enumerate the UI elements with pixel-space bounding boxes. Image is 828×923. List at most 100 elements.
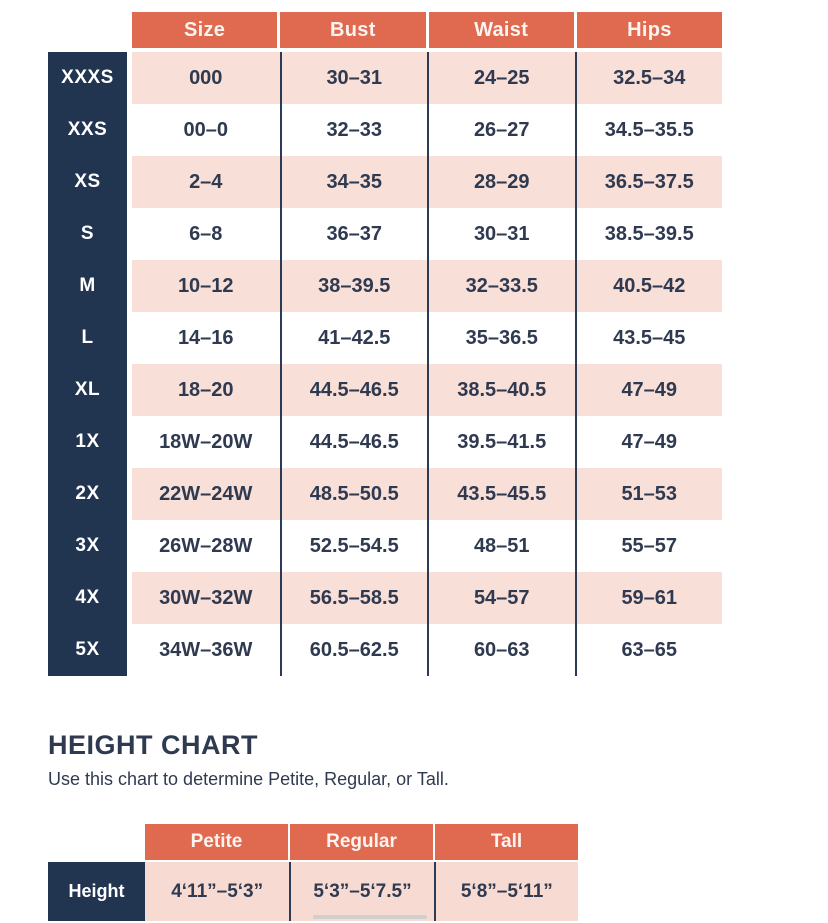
waist-value-cell: 60–63 (427, 624, 575, 676)
bust-value-cell: 36–37 (279, 208, 428, 260)
row-cells: 00–0 32–33 26–27 34.5–35.5 (132, 104, 722, 156)
size-chart-header-row: Size Bust Waist Hips (132, 12, 722, 48)
waist-value-cell: 35–36.5 (427, 312, 575, 364)
size-table-row: 3X 26W–28W 52.5–54.5 48–51 55–57 (48, 520, 722, 572)
hips-value-cell: 34.5–35.5 (574, 104, 723, 156)
column-header-tall: Tall (435, 824, 578, 860)
row-cells: 18–20 44.5–46.5 38.5–40.5 47–49 (132, 364, 722, 416)
height-chart-header-row: Petite Regular Tall (145, 824, 578, 860)
row-label-4x: 4X (48, 572, 127, 624)
column-header-size: Size (132, 12, 278, 48)
size-table-row: L 14–16 41–42.5 35–36.5 43.5–45 (48, 312, 722, 364)
hips-value-cell: 47–49 (574, 364, 723, 416)
waist-value-cell: 28–29 (427, 156, 575, 208)
waist-value-cell: 26–27 (427, 104, 575, 156)
size-table-row: XL 18–20 44.5–46.5 38.5–40.5 47–49 (48, 364, 722, 416)
horizontal-scrollbar-thumb[interactable] (313, 915, 427, 919)
height-chart-title: HEIGHT CHART (48, 730, 258, 760)
size-table-row: 5X 34W–36W 60.5–62.5 60–63 63–65 (48, 624, 722, 676)
size-table-row: 4X 30W–32W 56.5–58.5 54–57 59–61 (48, 572, 722, 624)
hips-value-cell: 38.5–39.5 (574, 208, 723, 260)
hips-value-cell: 40.5–42 (574, 260, 723, 312)
size-value-cell: 6–8 (189, 222, 223, 245)
size-value-cell: 18–20 (177, 378, 234, 401)
row-label-3x: 3X (48, 520, 127, 572)
hips-value-cell: 36.5–37.5 (574, 156, 723, 208)
size-table-row: 2X 22W–24W 48.5–50.5 43.5–45.5 51–53 (48, 468, 722, 520)
row-label-xxxs: XXXS (48, 52, 127, 104)
bust-value-cell: 44.5–46.5 (279, 364, 428, 416)
size-value-cell: 30W–32W (159, 586, 253, 609)
hips-value-cell: 63–65 (574, 624, 723, 676)
row-label-xs: XS (48, 156, 127, 208)
bust-value-cell: 41–42.5 (279, 312, 428, 364)
size-chart-body: XXXS 000 30–31 24–25 32.5–34 XXS 00–0 32–33 26–2… (48, 52, 722, 676)
size-value-cell: 10–12 (177, 274, 234, 297)
size-value-cell: 26W–28W (159, 534, 253, 557)
row-cells: 18W–20W 44.5–46.5 39.5–41.5 47–49 (132, 416, 722, 468)
waist-value-cell: 32–33.5 (427, 260, 575, 312)
row-cells: 2–4 34–35 28–29 36.5–37.5 (132, 156, 722, 208)
row-cells: 000 30–31 24–25 32.5–34 (132, 52, 722, 104)
bust-value-cell: 56.5–58.5 (279, 572, 428, 624)
regular-value-cell: 5‘3”–5‘7.5” (289, 862, 433, 921)
hips-value-cell: 43.5–45 (574, 312, 723, 364)
size-value-cell: 14–16 (177, 326, 234, 349)
bust-value-cell: 52.5–54.5 (279, 520, 428, 572)
column-header-petite: Petite (145, 824, 288, 860)
petite-value-cell: 4‘11”–5‘3” (171, 880, 264, 902)
height-chart-section: HEIGHT CHART Use this chart to determine… (48, 730, 578, 921)
size-value-cell: 000 (189, 66, 223, 89)
bust-value-cell: 32–33 (279, 104, 428, 156)
waist-value-cell: 24–25 (427, 52, 575, 104)
bust-value-cell: 38–39.5 (279, 260, 428, 312)
bust-value-cell: 34–35 (279, 156, 428, 208)
hips-value-cell: 55–57 (574, 520, 723, 572)
bust-value-cell: 44.5–46.5 (279, 416, 428, 468)
size-value-cell: 22W–24W (159, 482, 253, 505)
row-label-xxs: XXS (48, 104, 127, 156)
hips-value-cell: 47–49 (574, 416, 723, 468)
row-cells: 34W–36W 60.5–62.5 60–63 63–65 (132, 624, 722, 676)
bust-value-cell: 60.5–62.5 (279, 624, 428, 676)
waist-value-cell: 39.5–41.5 (427, 416, 575, 468)
waist-value-cell: 43.5–45.5 (427, 468, 575, 520)
height-chart-subtitle: Use this chart to determine Petite, Regu… (48, 769, 449, 789)
size-table-row: S 6–8 36–37 30–31 38.5–39.5 (48, 208, 722, 260)
hips-value-cell: 59–61 (574, 572, 723, 624)
size-value-cell: 00–0 (183, 118, 229, 141)
size-table-row: XS 2–4 34–35 28–29 36.5–37.5 (48, 156, 722, 208)
height-chart-table: Petite Regular Tall Height 4‘11”–5‘3” 5‘… (48, 824, 578, 921)
row-cells: 14–16 41–42.5 35–36.5 43.5–45 (132, 312, 722, 364)
row-cells: 30W–32W 56.5–58.5 54–57 59–61 (132, 572, 722, 624)
height-row-cells: 4‘11”–5‘3” 5‘3”–5‘7.5” 5‘8”–5‘11” (145, 862, 578, 921)
row-label-s: S (48, 208, 127, 260)
waist-value-cell: 38.5–40.5 (427, 364, 575, 416)
waist-value-cell: 54–57 (427, 572, 575, 624)
hips-value-cell: 32.5–34 (574, 52, 723, 104)
size-value-cell: 34W–36W (159, 638, 253, 661)
size-table-row: XXS 00–0 32–33 26–27 34.5–35.5 (48, 104, 722, 156)
size-value-cell: 18W–20W (159, 430, 253, 453)
bust-value-cell: 30–31 (279, 52, 428, 104)
row-cells: 26W–28W 52.5–54.5 48–51 55–57 (132, 520, 722, 572)
row-cells: 22W–24W 48.5–50.5 43.5–45.5 51–53 (132, 468, 722, 520)
row-label-5x: 5X (48, 624, 127, 676)
waist-value-cell: 48–51 (427, 520, 575, 572)
bust-value-cell: 48.5–50.5 (279, 468, 428, 520)
size-table-row: 1X 18W–20W 44.5–46.5 39.5–41.5 47–49 (48, 416, 722, 468)
height-chart-row: Height 4‘11”–5‘3” 5‘3”–5‘7.5” 5‘8”–5‘11” (48, 862, 578, 921)
hips-value-cell: 51–53 (574, 468, 723, 520)
size-table-row: M 10–12 38–39.5 32–33.5 40.5–42 (48, 260, 722, 312)
column-header-waist: Waist (428, 12, 574, 48)
waist-value-cell: 30–31 (427, 208, 575, 260)
size-table-row: XXXS 000 30–31 24–25 32.5–34 (48, 52, 722, 104)
tall-value-cell: 5‘8”–5‘11” (433, 862, 578, 921)
row-label-m: M (48, 260, 127, 312)
row-label-2x: 2X (48, 468, 127, 520)
row-cells: 6–8 36–37 30–31 38.5–39.5 (132, 208, 722, 260)
column-header-bust: Bust (280, 12, 426, 48)
row-label-l: L (48, 312, 127, 364)
row-label-1x: 1X (48, 416, 127, 468)
